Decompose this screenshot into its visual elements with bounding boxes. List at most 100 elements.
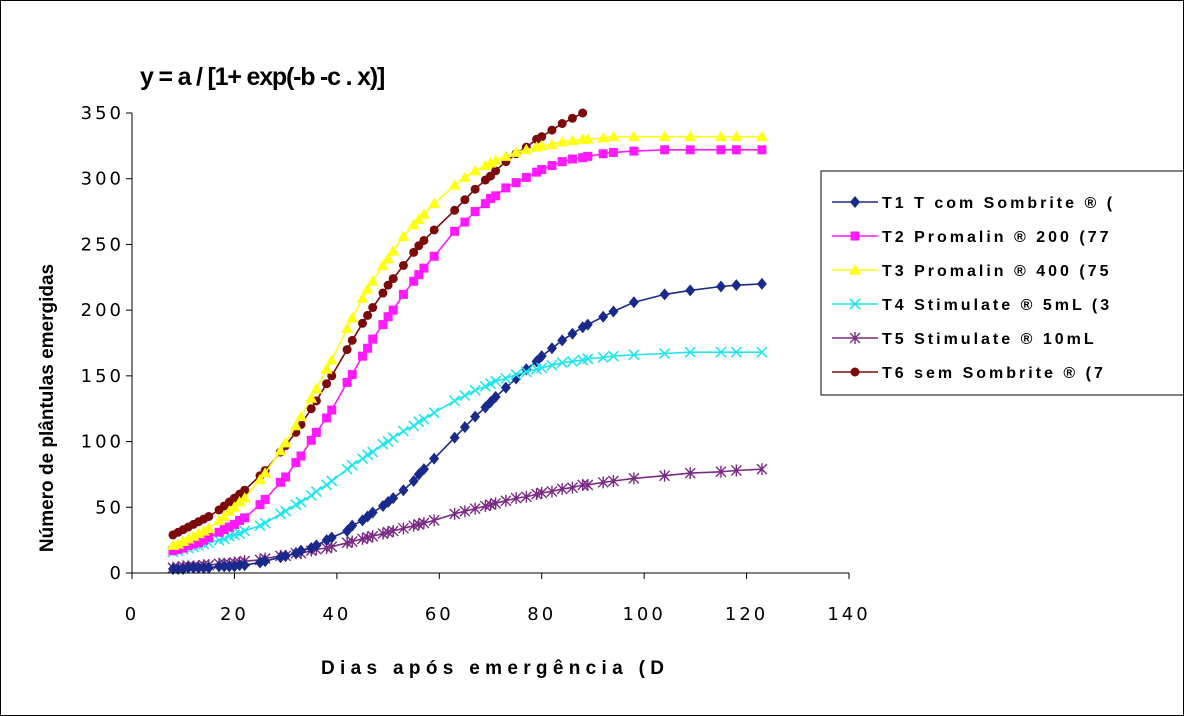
x-tick-label: 100 (622, 604, 665, 625)
data-point (291, 458, 301, 468)
legend-swatch-marker (850, 367, 860, 377)
data-point (546, 485, 558, 498)
y-tick-label: 150 (81, 366, 124, 387)
data-point (407, 218, 420, 230)
data-point (459, 421, 470, 434)
y-tick-label: 50 (95, 497, 124, 518)
data-point (326, 475, 338, 487)
data-point (418, 463, 429, 476)
data-point (459, 390, 471, 402)
x-tick-label: 60 (425, 604, 454, 625)
data-point (182, 532, 195, 544)
data-point (470, 410, 481, 423)
data-point (254, 473, 267, 485)
legend-item: T5 Stimulate ® 10mL (832, 331, 1094, 348)
data-point (259, 467, 272, 478)
data-point (418, 517, 430, 530)
data-point (398, 260, 408, 270)
data-point (660, 145, 670, 155)
legend-label: T4 Stimulate ® 5mL (3 (882, 297, 1112, 314)
data-point (198, 561, 209, 574)
data-point (295, 496, 307, 508)
data-point (460, 195, 470, 205)
data-point (347, 519, 358, 532)
data-point (449, 507, 461, 520)
data-point (429, 225, 439, 235)
data-point (356, 292, 369, 303)
data-point (368, 334, 378, 344)
data-point (510, 492, 522, 505)
data-point (557, 157, 567, 167)
data-point (537, 165, 547, 175)
series-line (172, 112, 584, 536)
data-point (730, 346, 742, 358)
data-point (177, 535, 190, 546)
data-point (489, 154, 502, 165)
data-point (341, 463, 353, 475)
data-point (414, 270, 424, 280)
data-point (378, 320, 388, 330)
y-tick-label: 250 (81, 234, 124, 255)
legend-box (820, 170, 1183, 396)
data-point (520, 490, 532, 503)
data-point (536, 350, 547, 363)
data-point (203, 561, 214, 574)
data-point (224, 560, 235, 573)
series-4 (167, 346, 768, 558)
data-point (194, 538, 204, 548)
data-point (366, 275, 379, 286)
data-point (449, 395, 461, 407)
data-point (628, 349, 640, 361)
data-point (322, 413, 332, 423)
data-point (197, 524, 210, 536)
data-point (255, 500, 265, 510)
data-point (716, 145, 726, 155)
data-point (460, 217, 470, 227)
data-point (193, 561, 204, 574)
y-tick-label: 200 (81, 300, 124, 321)
data-point (239, 559, 250, 572)
data-point (192, 527, 205, 539)
data-point (397, 425, 410, 437)
data-point (274, 444, 287, 456)
data-point (597, 476, 609, 489)
chart-title: y = a / [1+ exp(-b -c . x)] (140, 63, 384, 91)
data-point (557, 334, 568, 347)
data-point (459, 505, 471, 518)
data-point (536, 362, 548, 374)
data-point (556, 482, 568, 495)
data-point (449, 431, 460, 444)
data-point (659, 288, 670, 301)
data-point (321, 479, 333, 491)
data-point (597, 351, 609, 364)
data-point (547, 161, 557, 171)
data-point (342, 345, 352, 355)
legend-item: T3 Promalin ® 400 (75 (832, 263, 1109, 280)
data-point (547, 125, 557, 135)
data-point (342, 377, 352, 387)
data-point (204, 533, 214, 543)
data-point (224, 522, 234, 532)
data-point (500, 381, 511, 394)
data-point (320, 363, 333, 374)
data-point (412, 213, 425, 224)
plot-area (166, 108, 768, 576)
data-point (219, 525, 229, 535)
data-point (627, 130, 640, 142)
data-point (556, 357, 568, 369)
data-point (357, 318, 367, 328)
data-point (684, 346, 696, 358)
data-point (173, 563, 184, 576)
data-point (480, 199, 490, 209)
data-point (383, 312, 393, 322)
data-point (582, 353, 594, 365)
legend: T1 T com Sombrite ® (T2 Promalin ® 200 (… (820, 170, 1183, 396)
data-point (347, 335, 357, 345)
data-point (428, 514, 440, 527)
data-point (311, 427, 321, 437)
data-point (566, 355, 579, 367)
data-point (188, 539, 198, 549)
data-point (608, 147, 618, 157)
